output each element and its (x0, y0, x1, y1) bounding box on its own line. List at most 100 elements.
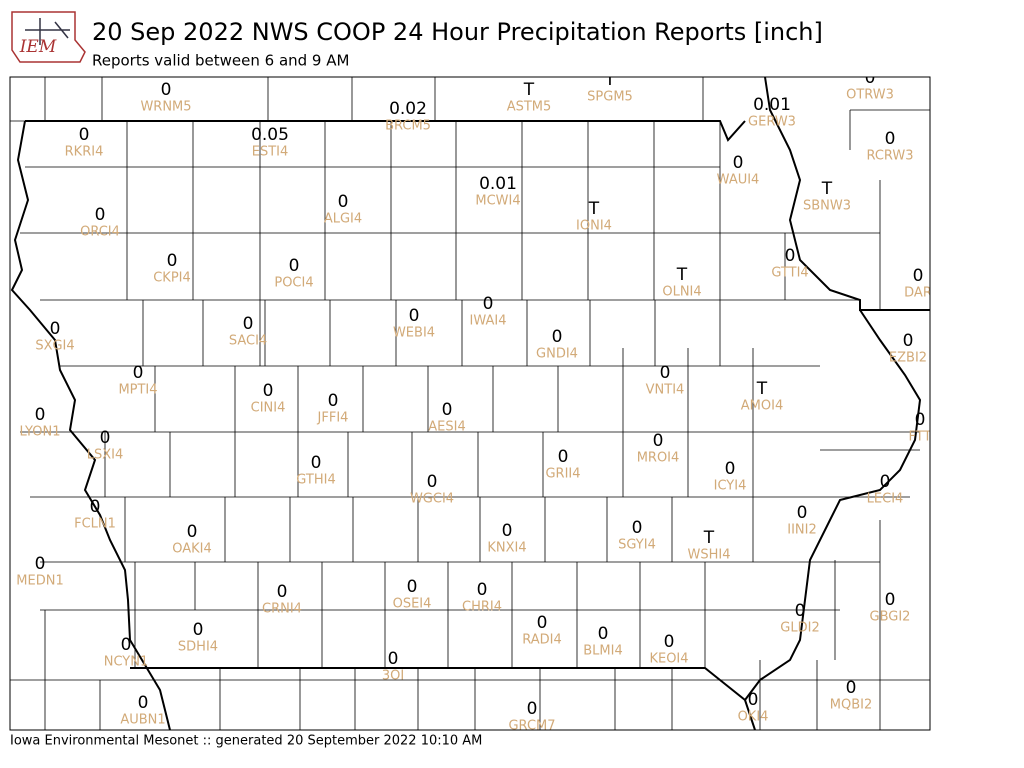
station-value: 0 (725, 459, 736, 479)
station-label: WEBI4 (393, 326, 435, 341)
station-value: T (588, 199, 600, 219)
station-value: 0 (880, 472, 891, 492)
station-value: 0 (187, 522, 198, 542)
station-label: FCLN1 (74, 517, 116, 532)
station-label: ICYI4 (714, 479, 747, 494)
station-value: 0 (885, 590, 896, 610)
station-label: OLNI4 (662, 285, 701, 300)
station-label: CHRI4 (462, 600, 502, 615)
station-value: T (703, 528, 715, 548)
station-value: 0 (846, 678, 857, 698)
station-label: OSEI4 (393, 597, 432, 612)
station-label: GERW3 (748, 115, 796, 130)
station-value: T (604, 70, 616, 90)
station-value: T (821, 179, 833, 199)
station-label: RKRI4 (65, 145, 104, 160)
station-value: 0 (50, 319, 61, 339)
station-value: 0 (785, 246, 796, 266)
station-label: ALGI4 (324, 212, 362, 227)
station-value: 0 (915, 410, 926, 430)
station-value: 0.01 (479, 174, 517, 194)
station-value: 0 (903, 331, 914, 351)
station-value: 0 (35, 405, 46, 425)
station-label: POCI4 (274, 276, 313, 291)
station-label: LECI4 (867, 492, 904, 507)
station-value: 0 (885, 129, 896, 149)
station-value: 0.01 (753, 95, 791, 115)
station-value: 0 (193, 620, 204, 640)
station-value: 0 (795, 601, 806, 621)
station-label: LYON1 (20, 425, 61, 440)
county-lines (10, 77, 930, 730)
station-label: SDHI4 (178, 640, 218, 655)
station-value: 0 (388, 649, 399, 669)
station-value: 0 (483, 294, 494, 314)
station-label: OTRW3 (846, 88, 894, 103)
station-value: 0 (407, 577, 418, 597)
station-label: SPGM5 (587, 90, 633, 105)
station-label: RADI4 (522, 633, 562, 648)
station-value: 0 (167, 251, 178, 271)
station-value: T (756, 379, 768, 399)
station-value: 0 (100, 428, 111, 448)
station-label: SACI4 (229, 334, 267, 349)
station-label: GTHI4 (296, 473, 335, 488)
station-label: AMOI4 (741, 399, 783, 414)
station-label: BLMI4 (583, 644, 622, 659)
footer: Iowa Environmental Mesonet :: generated … (10, 734, 482, 749)
station-label: WGCI4 (410, 492, 454, 507)
station-label: NCYN1 (104, 655, 149, 670)
station-value: 0 (133, 363, 144, 383)
station-label: ORCI4 (80, 225, 120, 240)
station-label: WRNM5 (140, 100, 191, 115)
station-value: 0 (797, 503, 808, 523)
station-value: 0 (477, 580, 488, 600)
station-label: MROI4 (637, 451, 680, 466)
station-value: 0 (328, 391, 339, 411)
station-label: MQBI2 (830, 698, 872, 713)
station-value: 0 (90, 497, 101, 517)
station-value: 0 (664, 632, 675, 652)
station-value: 0.05 (251, 125, 289, 145)
station-value: 0 (442, 400, 453, 420)
station-value: 0 (558, 447, 569, 467)
logo-text: IEM (19, 37, 57, 57)
logo: IEM (11, 11, 86, 63)
station-label: ASTM5 (507, 100, 552, 115)
station-value: 0 (79, 125, 90, 145)
station-value: 0 (748, 690, 759, 710)
station-value: 0 (161, 80, 172, 100)
station-label: IONI4 (576, 219, 612, 234)
station-label: GNDI4 (536, 347, 578, 362)
station-label: AESI4 (428, 420, 465, 435)
station-label: SBNW3 (803, 199, 851, 214)
state-borders (10, 77, 930, 730)
station-label: DAR (904, 286, 932, 301)
station-label: MCWI4 (475, 194, 520, 209)
station-label: GLDI2 (780, 621, 819, 636)
station-label: KEOI4 (649, 652, 688, 667)
station-label: AUBN1 (120, 713, 165, 728)
station-value: 0 (598, 624, 609, 644)
station-value: 0.02 (389, 99, 427, 119)
station-label: KNXI4 (487, 541, 526, 556)
station-label: LSXI4 (87, 448, 124, 463)
station-label: WAUI4 (717, 173, 760, 188)
station-label: CINI4 (251, 401, 286, 416)
station-value: 0 (552, 327, 563, 347)
station-label: JFFI4 (317, 411, 349, 426)
title: 20 Sep 2022 NWS COOP 24 Hour Precipitati… (92, 18, 823, 46)
station-value: 0 (632, 518, 643, 538)
station-value: T (676, 265, 688, 285)
station-label: BRCM5 (385, 119, 431, 134)
station-value: 0 (913, 266, 924, 286)
station-label: GBGI2 (870, 610, 911, 625)
station-value: 0 (537, 613, 548, 633)
station-value: 0 (263, 381, 274, 401)
station-label: WSHI4 (688, 548, 731, 563)
subtitle: Reports valid between 6 and 9 AM (92, 52, 349, 70)
station-value: T (523, 80, 535, 100)
station-value: 0 (865, 68, 876, 88)
station-value: 0 (277, 582, 288, 602)
station-value: 0 (243, 314, 254, 334)
